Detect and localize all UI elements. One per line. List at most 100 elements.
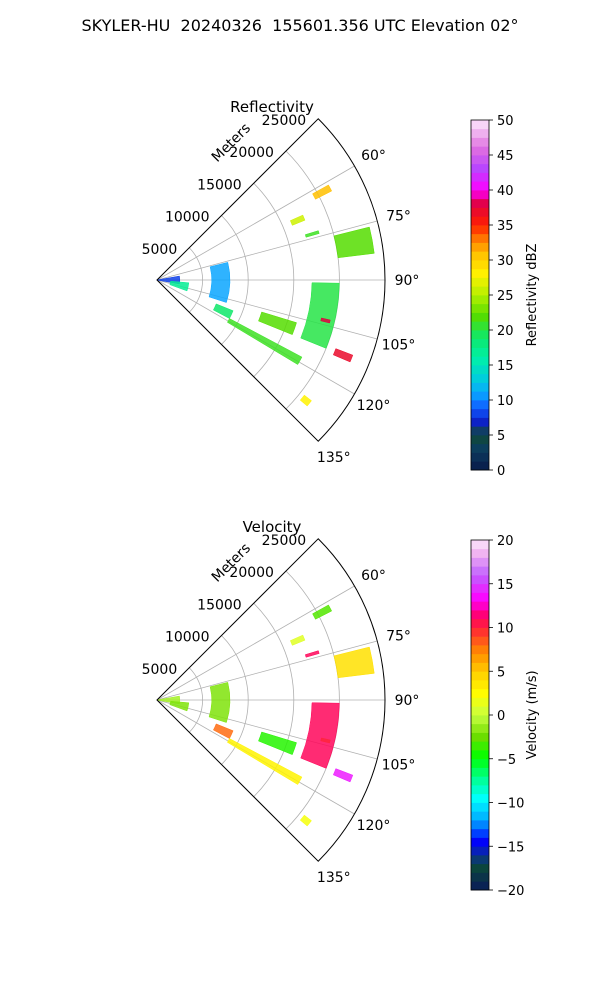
echo-9 bbox=[312, 184, 333, 200]
colorbar-segment bbox=[471, 872, 489, 882]
colorbar-tick-label: 5 bbox=[497, 429, 505, 444]
colorbar-segment bbox=[471, 338, 489, 348]
colorbar-segment bbox=[471, 592, 489, 602]
colorbar-segment bbox=[471, 321, 489, 331]
colorbar-segment bbox=[471, 627, 489, 637]
r-tick-label: 5000 bbox=[142, 242, 178, 258]
colorbar-segment bbox=[471, 662, 489, 672]
colorbar-tick-label: 10 bbox=[497, 394, 514, 409]
colorbar-segment bbox=[471, 758, 489, 768]
colorbar-segment bbox=[471, 820, 489, 830]
colorbar-segment bbox=[471, 548, 489, 558]
colorbar-segment bbox=[471, 723, 489, 733]
r-tick-label: 15000 bbox=[197, 597, 242, 613]
echo-1 bbox=[169, 280, 190, 292]
colorbar-segment bbox=[471, 120, 489, 130]
echo-10 bbox=[289, 634, 306, 646]
colorbar-segment bbox=[471, 610, 489, 620]
echo-5 bbox=[300, 282, 340, 349]
colorbar-tick-label: 45 bbox=[497, 149, 514, 164]
colorbar-tick-label: 20 bbox=[497, 324, 514, 339]
colorbar-segment bbox=[471, 645, 489, 655]
sector-frame bbox=[156, 538, 386, 862]
colorbar-segment bbox=[471, 811, 489, 821]
colorbar-segment bbox=[471, 715, 489, 725]
colorbar-segment bbox=[471, 653, 489, 663]
colorbar-segment bbox=[471, 242, 489, 252]
echo-6 bbox=[333, 226, 375, 259]
azimuth-spoke bbox=[156, 640, 378, 701]
echo-11 bbox=[304, 230, 320, 238]
figure-title: SKYLER-HU 20240326 155601.356 UTC Elevat… bbox=[81, 16, 519, 35]
echo-12 bbox=[299, 394, 312, 407]
colorbar-segment bbox=[471, 688, 489, 698]
colorbar-segment bbox=[471, 802, 489, 812]
colorbar-tick-label: 50 bbox=[497, 114, 514, 129]
echo-3 bbox=[213, 723, 234, 739]
colorbar-tick-label: −15 bbox=[497, 840, 524, 855]
colorbar-segment bbox=[471, 785, 489, 795]
colorbar-segment bbox=[471, 417, 489, 427]
colorbar-segment bbox=[471, 828, 489, 838]
colorbar-segment bbox=[471, 741, 489, 751]
r-tick-label: 25000 bbox=[262, 113, 307, 129]
colorbar-segment bbox=[471, 846, 489, 856]
colorbar-segment bbox=[471, 190, 489, 200]
theta-tick-label: 135° bbox=[317, 450, 351, 466]
colorbar-segment bbox=[471, 776, 489, 786]
theta-tick-label: 135° bbox=[317, 870, 351, 886]
colorbar-segment bbox=[471, 268, 489, 278]
colorbar-tick-label: 20 bbox=[497, 534, 514, 549]
colorbar-segment bbox=[471, 356, 489, 366]
echo-7 bbox=[332, 348, 354, 363]
echo-2 bbox=[208, 682, 231, 723]
r-tick-label: 20000 bbox=[229, 565, 274, 581]
colorbar-segment bbox=[471, 793, 489, 803]
theta-tick-label: 105° bbox=[382, 338, 416, 354]
echo-3 bbox=[213, 303, 234, 319]
r-tick-label: 10000 bbox=[165, 630, 210, 646]
colorbar-tick-label: 25 bbox=[497, 289, 514, 304]
colorbar-segment bbox=[471, 837, 489, 847]
colorbar-segment bbox=[471, 181, 489, 191]
colorbar-segment bbox=[471, 435, 489, 445]
theta-tick-label: 60° bbox=[361, 148, 386, 164]
colorbar-segment bbox=[471, 216, 489, 226]
azimuth-spoke bbox=[156, 585, 355, 701]
azimuth-spoke bbox=[156, 165, 355, 281]
colorbar-segment bbox=[471, 540, 489, 550]
colorbar-tick-label: −5 bbox=[497, 753, 516, 768]
colorbar-segment bbox=[471, 671, 489, 681]
colorbar-segment bbox=[471, 408, 489, 418]
colorbar-segment bbox=[471, 225, 489, 235]
theta-tick-label: 75° bbox=[386, 208, 411, 224]
r-tick-label: 20000 bbox=[229, 145, 274, 161]
echo-2 bbox=[208, 262, 231, 303]
colorbar-segment bbox=[471, 295, 489, 305]
colorbar-segment bbox=[471, 863, 489, 873]
colorbar-tick-label: 5 bbox=[497, 665, 505, 680]
colorbar-label: Reflectivity dBZ bbox=[525, 244, 540, 347]
echo-13 bbox=[258, 731, 297, 755]
echo-4 bbox=[227, 738, 303, 785]
echo-8 bbox=[320, 737, 331, 744]
colorbar-segment bbox=[471, 443, 489, 453]
theta-tick-label: 90° bbox=[395, 273, 420, 289]
colorbar-segment bbox=[471, 583, 489, 593]
colorbar-segment bbox=[471, 312, 489, 322]
colorbar-segment bbox=[471, 251, 489, 261]
echo-7 bbox=[332, 768, 354, 783]
r-tick-label: 15000 bbox=[197, 177, 242, 193]
echo-5 bbox=[300, 702, 340, 769]
colorbar-tick-label: 40 bbox=[497, 184, 514, 199]
colorbar-segment bbox=[471, 426, 489, 436]
echo-6 bbox=[333, 646, 375, 679]
r-tick-label: 10000 bbox=[165, 210, 210, 226]
sector-frame bbox=[156, 118, 386, 442]
r-tick-label: 25000 bbox=[262, 533, 307, 549]
colorbar-segment bbox=[471, 750, 489, 760]
colorbar-segment bbox=[471, 172, 489, 182]
colorbar-segment bbox=[471, 382, 489, 392]
colorbar-tick-label: 15 bbox=[497, 359, 514, 374]
